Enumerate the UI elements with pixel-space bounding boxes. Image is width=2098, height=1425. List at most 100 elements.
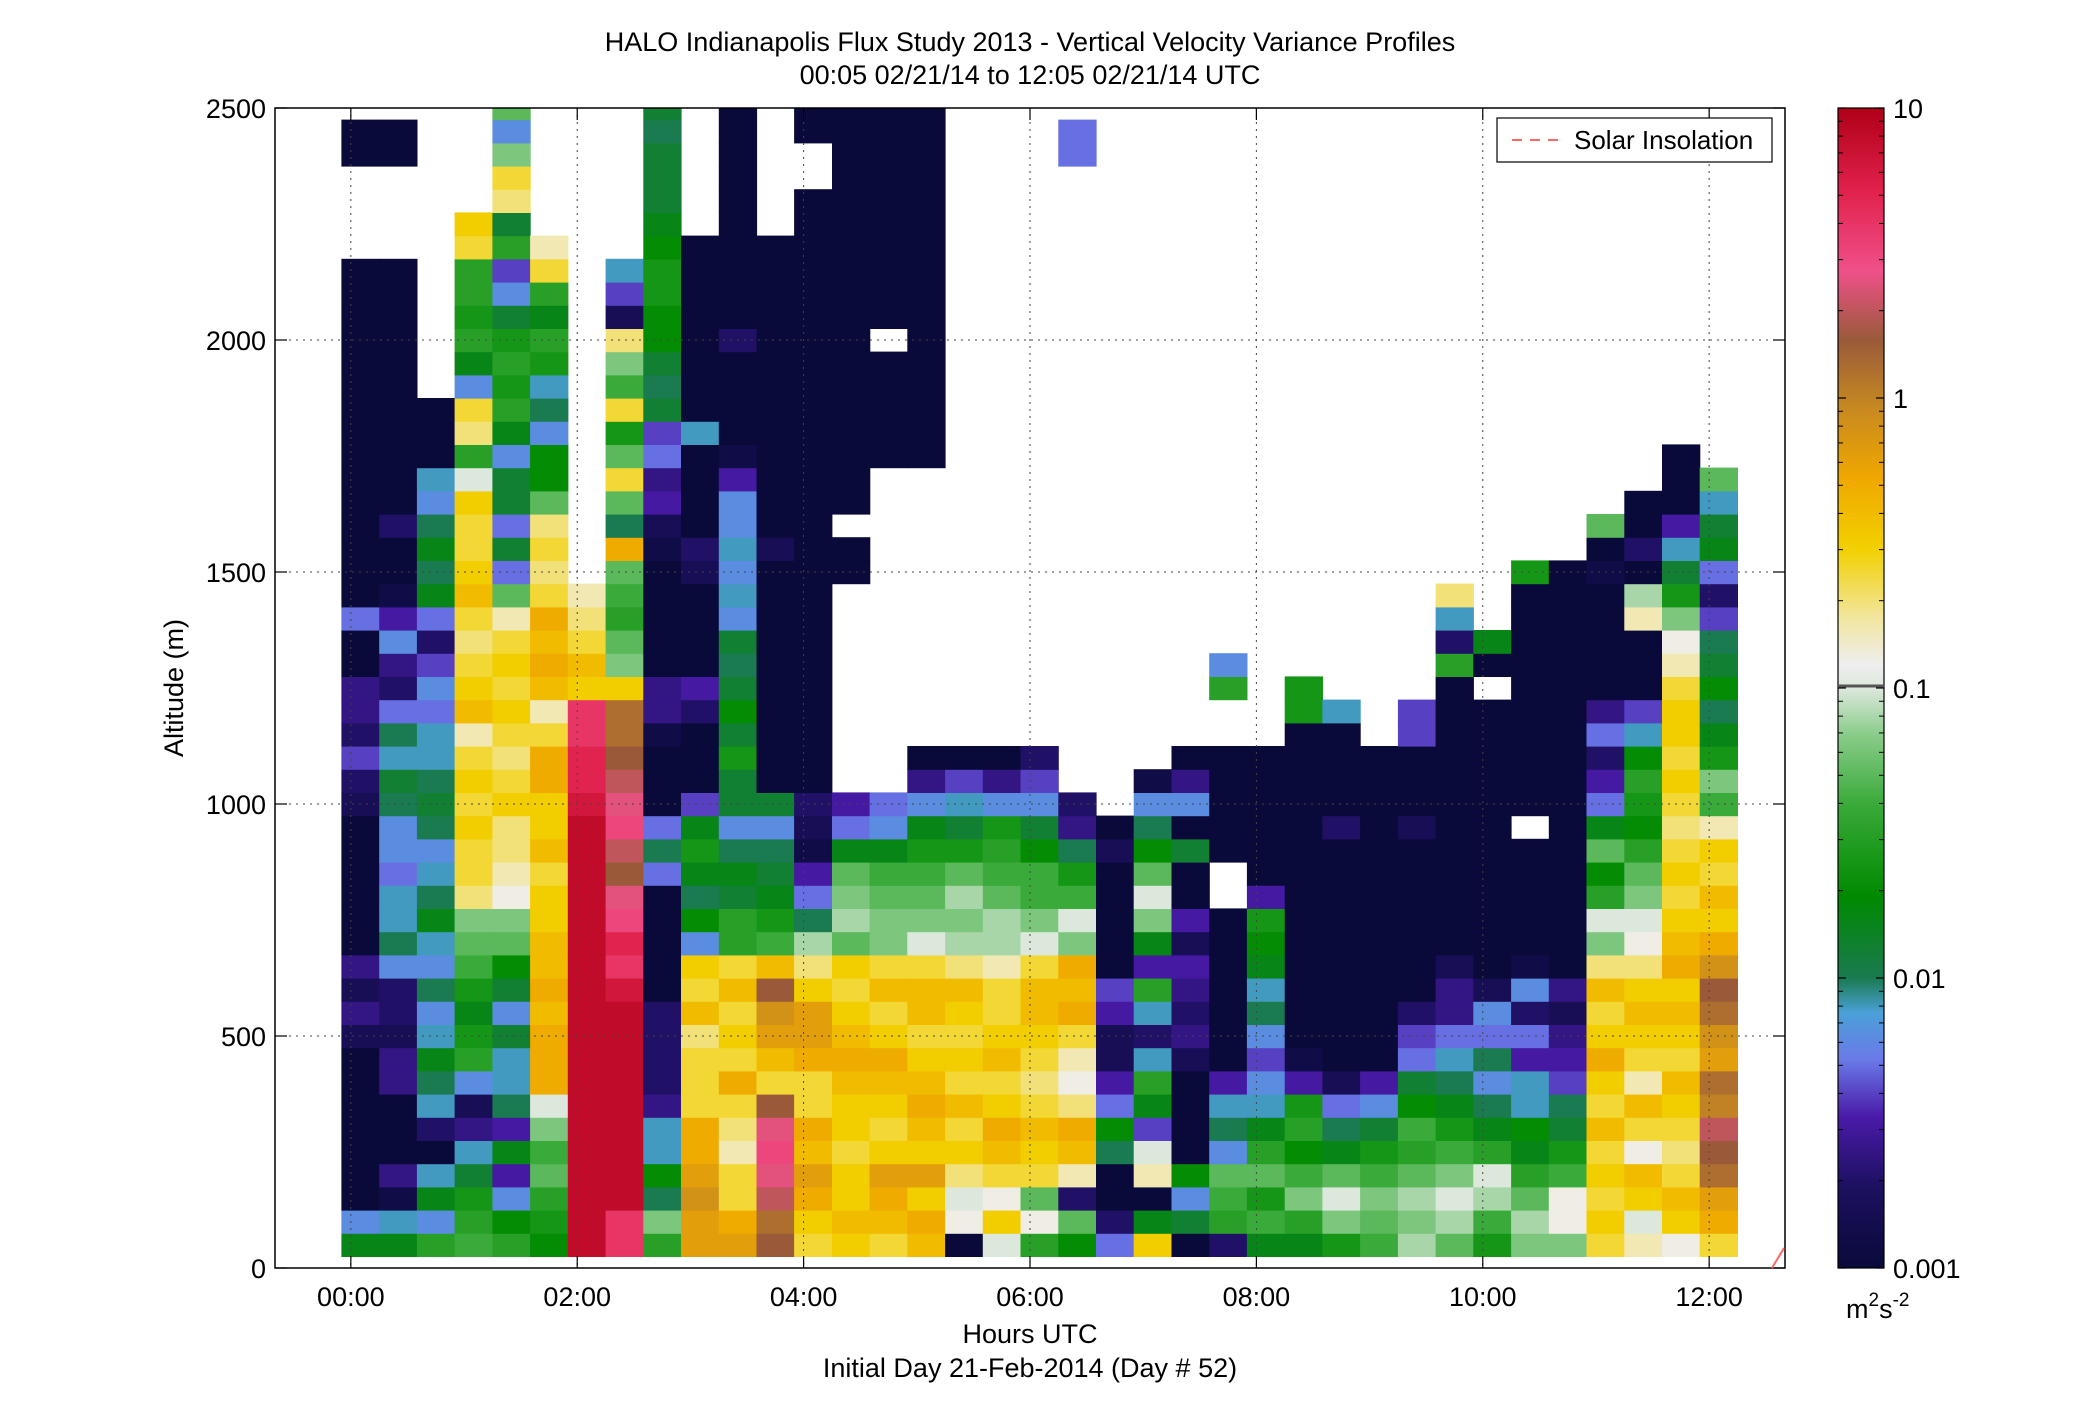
heatmap-cell (1548, 1140, 1588, 1165)
heatmap-cell (907, 1117, 946, 1141)
heatmap-cell (1020, 1210, 1059, 1234)
heatmap-cell (1662, 514, 1701, 538)
heatmap-cell (416, 606, 456, 631)
heatmap-cell (869, 1024, 908, 1049)
heatmap-cell (1284, 862, 1323, 886)
heatmap-cell (416, 1001, 456, 1025)
heatmap-cell (341, 676, 380, 701)
heatmap-cell (945, 931, 984, 956)
heatmap-cell (379, 560, 418, 585)
heatmap-cell (681, 514, 720, 538)
heatmap-cell (643, 653, 682, 677)
heatmap-cell (1284, 908, 1323, 933)
heatmap-cell (1096, 1094, 1135, 1118)
heatmap-cell (794, 606, 833, 631)
heatmap-cell (832, 1094, 871, 1118)
heatmap-cell (756, 931, 795, 956)
heatmap-cell (605, 722, 644, 747)
heatmap-cell (341, 908, 380, 933)
heatmap-cell (1624, 1117, 1663, 1141)
heatmap-cell (1624, 583, 1663, 608)
heatmap-cell (718, 212, 758, 237)
heatmap-cell (643, 722, 682, 747)
heatmap-cell (1209, 1001, 1248, 1025)
heatmap-cell (1171, 1094, 1210, 1118)
heatmap-cell (1246, 838, 1286, 863)
heatmap-cell (718, 537, 758, 561)
heatmap-cell (982, 1094, 1022, 1118)
heatmap-cell (1699, 1094, 1738, 1118)
heatmap-cell (869, 1117, 908, 1141)
heatmap-cell (1586, 606, 1625, 631)
heatmap-cell (530, 1117, 569, 1141)
heatmap-cell (454, 1163, 493, 1188)
heatmap-cell (832, 1163, 871, 1188)
x-tick-label: 08:00 (1223, 1282, 1291, 1312)
heatmap-cell (416, 746, 456, 770)
y-tick-label: 500 (221, 1022, 266, 1052)
heatmap-cell (756, 1094, 795, 1118)
heatmap-cell (1511, 792, 1550, 817)
heatmap-cell (1096, 1210, 1135, 1234)
heatmap-cell (1548, 1210, 1588, 1234)
heatmap-cell (341, 885, 380, 909)
heatmap-cell (1662, 1094, 1701, 1118)
heatmap-cell (718, 583, 758, 608)
heatmap-cell (1511, 885, 1550, 909)
heatmap-cell (869, 954, 908, 979)
heatmap-cell (492, 746, 531, 770)
heatmap-cell (718, 978, 758, 1002)
heatmap-cell (982, 908, 1022, 933)
heatmap-cell (1473, 1210, 1512, 1234)
heatmap-cell (379, 514, 418, 538)
heatmap-cell (1360, 838, 1399, 863)
heatmap-cell (1662, 653, 1701, 677)
heatmap-cell (1624, 1210, 1663, 1234)
heatmap-cell (454, 1001, 493, 1025)
heatmap-cell (869, 838, 908, 863)
heatmap-cell (1511, 630, 1550, 654)
heatmap-cell (530, 351, 569, 376)
heatmap-cell (869, 444, 908, 469)
heatmap-cell (1360, 1117, 1399, 1141)
heatmap-cell (492, 1094, 531, 1118)
heatmap-cell (756, 351, 795, 376)
heatmap-cell (1548, 1001, 1588, 1025)
heatmap-cell (341, 421, 380, 445)
heatmap-cell (341, 746, 380, 770)
heatmap-cell (718, 630, 758, 654)
heatmap-cell (492, 676, 531, 701)
heatmap-cell (605, 606, 644, 631)
heatmap-cell (756, 630, 795, 654)
heatmap-cell (1435, 653, 1474, 677)
heatmap-cell (1171, 1140, 1210, 1165)
heatmap-cell (605, 1024, 644, 1049)
heatmap-cell (1322, 769, 1361, 793)
heatmap-cell (1096, 1001, 1135, 1025)
heatmap-cell (492, 630, 531, 654)
heatmap-cell (1511, 1070, 1550, 1095)
heatmap-cell (605, 815, 644, 840)
x-ticks: 00:00 02:00 04:00 06:00 08:00 10:00 12:00 (317, 108, 1743, 1312)
heatmap-cell (794, 676, 833, 701)
heatmap-cell (1322, 1001, 1361, 1025)
heatmap-cell (869, 212, 908, 237)
heatmap-cell (869, 1001, 908, 1025)
heatmap-cell (530, 1163, 569, 1188)
heatmap-cell (832, 467, 871, 492)
heatmap-cell (945, 838, 984, 863)
heatmap-cell (454, 398, 493, 422)
heatmap-cell (1699, 514, 1738, 538)
heatmap-cell (1209, 1163, 1248, 1188)
heatmap-cell (1586, 537, 1625, 561)
heatmap-cell (1322, 1186, 1361, 1211)
x-axis-label: Hours UTC (962, 1319, 1097, 1349)
heatmap-cell (605, 328, 644, 353)
heatmap-cell (567, 1070, 607, 1095)
heatmap-cell (681, 421, 720, 445)
heatmap-cell (718, 444, 758, 469)
heatmap-cell (1058, 792, 1097, 817)
heatmap-cell (341, 1140, 380, 1165)
heatmap-cell (1058, 815, 1097, 840)
heatmap-cell (1209, 676, 1248, 701)
